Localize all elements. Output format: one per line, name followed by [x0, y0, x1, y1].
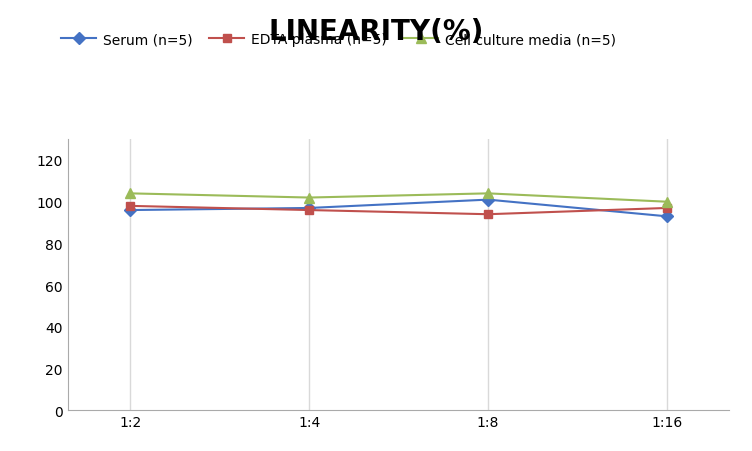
Cell culture media (n=5): [305, 195, 314, 201]
Cell culture media (n=5): [663, 199, 672, 205]
Serum (n=5): [126, 208, 135, 213]
Line: Cell culture media (n=5): Cell culture media (n=5): [126, 189, 672, 207]
EDTA plasma (n=5): [663, 206, 672, 211]
Serum (n=5): [484, 198, 493, 203]
Line: Serum (n=5): Serum (n=5): [126, 196, 671, 221]
Text: LINEARITY(%): LINEARITY(%): [268, 18, 484, 46]
Serum (n=5): [305, 206, 314, 211]
EDTA plasma (n=5): [126, 204, 135, 209]
Cell culture media (n=5): [484, 191, 493, 197]
EDTA plasma (n=5): [305, 208, 314, 213]
Serum (n=5): [663, 214, 672, 220]
Cell culture media (n=5): [126, 191, 135, 197]
Legend: Serum (n=5), EDTA plasma (n=5), Cell culture media (n=5): Serum (n=5), EDTA plasma (n=5), Cell cul…: [62, 33, 616, 47]
Line: EDTA plasma (n=5): EDTA plasma (n=5): [126, 202, 671, 219]
EDTA plasma (n=5): [484, 212, 493, 217]
